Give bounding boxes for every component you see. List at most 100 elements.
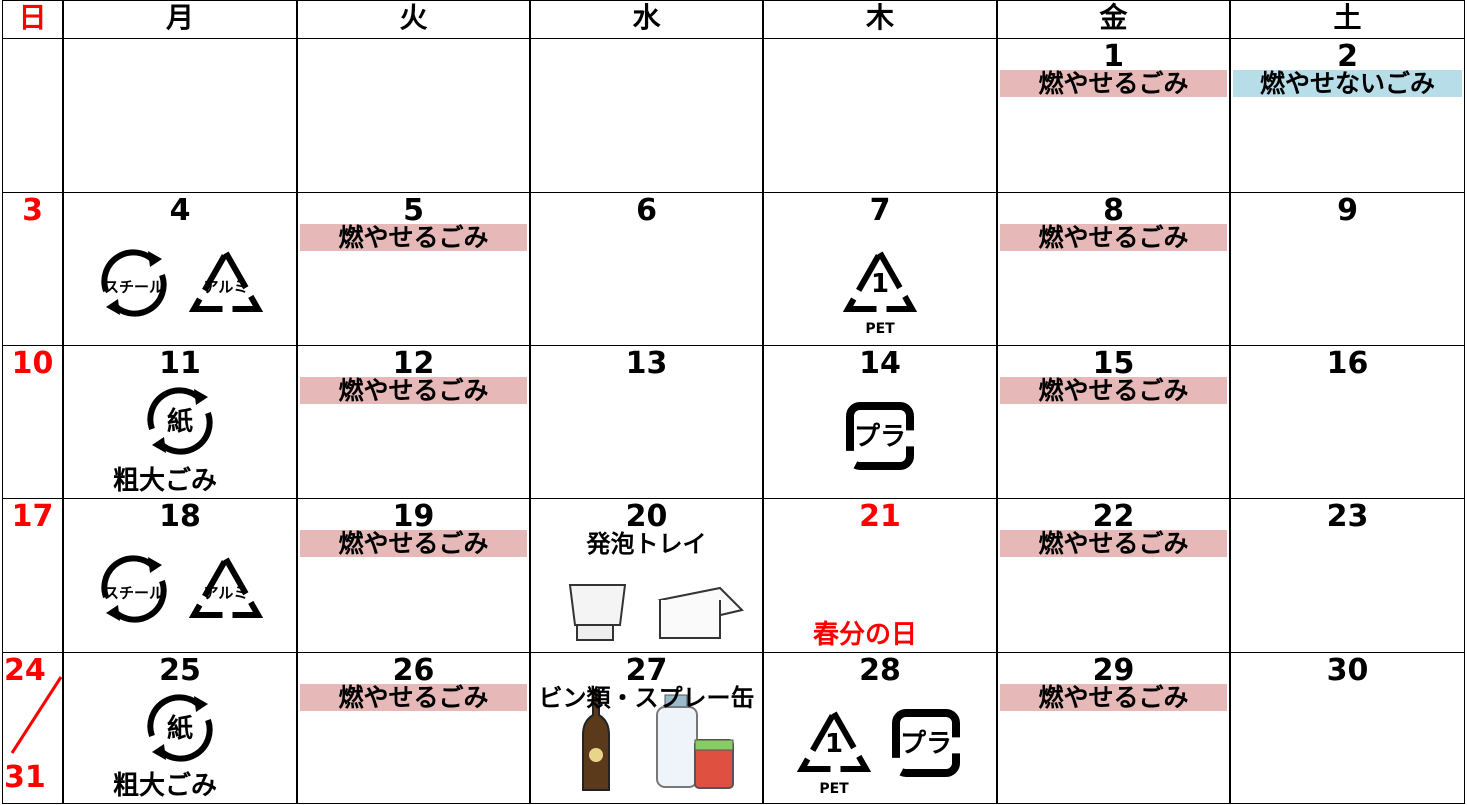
- day-number: 13: [625, 346, 668, 381]
- arrow: [101, 249, 157, 292]
- arrow: [157, 412, 213, 455]
- day-cell: [530, 38, 763, 193]
- day-number: 24: [4, 653, 46, 688]
- arrow: [101, 555, 157, 598]
- arrow: [796, 706, 872, 772]
- icon-label: 1: [825, 729, 843, 759]
- day-number: 4: [169, 193, 191, 228]
- weekday: 木: [865, 1, 894, 34]
- day-number: 27: [625, 653, 668, 688]
- day-number: 21: [859, 499, 901, 534]
- collection-label: 燃やせるごみ: [1000, 70, 1227, 97]
- icon-label: プラ: [854, 422, 906, 452]
- arrow-head: [152, 389, 208, 453]
- icon-label: 紙: [167, 406, 193, 437]
- day-number: 23: [1326, 499, 1369, 534]
- day-number: 7: [869, 193, 891, 228]
- arrow: [157, 719, 213, 762]
- day-number: 8: [1103, 193, 1124, 228]
- day-number: 15: [1092, 346, 1135, 381]
- weekday: 日: [18, 1, 47, 34]
- arrow: [842, 246, 918, 312]
- day-cell: [2, 652, 63, 804]
- day-cell: [2, 38, 63, 193]
- collection-label: 燃やせるごみ: [1000, 684, 1227, 711]
- weekday: 金: [1099, 1, 1128, 34]
- arrow-head: [106, 251, 162, 315]
- arrow-head: [106, 557, 162, 621]
- cell-note: 粗大ごみ: [113, 771, 218, 801]
- recycle-icon: アルミ: [188, 552, 264, 618]
- arrow: [111, 580, 167, 623]
- day-cell: [763, 652, 997, 804]
- recycle-icon: スチール: [101, 249, 167, 317]
- day-cell: [63, 38, 297, 193]
- slash: [10, 676, 63, 754]
- day-number: 25: [159, 653, 201, 688]
- arrow: [846, 402, 914, 470]
- day-number: 28: [859, 653, 901, 688]
- day-number: 11: [159, 346, 201, 381]
- icon-label: 1: [871, 269, 889, 299]
- day-number: 1: [1103, 39, 1124, 74]
- recycle-icon: 1 PET: [842, 246, 918, 337]
- collection-label: 燃やせるごみ: [1000, 224, 1227, 251]
- icon-caption: PET: [865, 321, 895, 337]
- tray-pictures: [568, 584, 744, 641]
- day-number: 19: [392, 499, 435, 534]
- day-number: 20: [625, 499, 668, 534]
- day-number: 10: [11, 346, 54, 381]
- recycle-icon: 紙: [147, 694, 213, 762]
- arrow: [188, 246, 264, 312]
- day-number: 16: [1326, 346, 1369, 381]
- recycle-icon: 1 PET: [796, 706, 872, 797]
- cell-note: 春分の日: [813, 620, 918, 650]
- day-cell: [997, 652, 1230, 804]
- collection-label: 燃やせるごみ: [300, 377, 527, 404]
- day-number: 26: [392, 653, 435, 688]
- day-cell: [297, 38, 530, 193]
- icon-label: アルミ: [204, 278, 249, 296]
- icon-label: プラ: [900, 729, 952, 759]
- collection-label: 燃やせるごみ: [300, 684, 527, 711]
- icon-label: 紙: [167, 713, 193, 744]
- arrow: [147, 387, 203, 430]
- day-number: 22: [1092, 499, 1135, 534]
- day-number: 30: [1326, 653, 1369, 688]
- day-number: 6: [636, 193, 657, 228]
- arrow-head: [152, 696, 208, 760]
- day-cell: [63, 652, 297, 804]
- day-number: 14: [859, 346, 901, 381]
- collection-label: 燃やせるごみ: [300, 530, 527, 557]
- recycle-icon: プラ: [846, 402, 914, 470]
- day-cell: [297, 652, 530, 804]
- collection-label: 燃やせないごみ: [1233, 70, 1462, 97]
- weekday: 水: [632, 1, 661, 34]
- arrow: [147, 694, 203, 737]
- day-number: 12: [392, 346, 435, 381]
- collection-label: 燃やせるごみ: [300, 224, 527, 251]
- weekday: 月: [165, 1, 194, 34]
- day-number: 9: [1337, 193, 1358, 228]
- day-number: 3: [22, 193, 43, 228]
- icon-caption: PET: [819, 781, 849, 797]
- day-number: 31: [4, 760, 46, 795]
- cell-note: 粗大ごみ: [113, 466, 218, 496]
- recycle-icon: プラ: [892, 709, 960, 777]
- arrow: [111, 274, 167, 317]
- collection-label: 発泡トレイ: [586, 530, 707, 558]
- day-cell: [763, 38, 997, 193]
- day-number: 29: [1092, 653, 1135, 688]
- weekday: 土: [1333, 1, 1362, 34]
- day-number: 17: [11, 499, 54, 534]
- icon-label: アルミ: [204, 584, 249, 602]
- arrow: [892, 709, 960, 777]
- collection-label: ビン類・スプレー缶: [538, 684, 755, 712]
- collection-label: 燃やせるごみ: [1000, 377, 1227, 404]
- day-number: 18: [159, 499, 201, 534]
- icon-label: スチール: [104, 584, 164, 602]
- day-cell: [1230, 652, 1465, 804]
- recycle-icon: スチール: [101, 555, 167, 623]
- date-slash: [10, 676, 63, 754]
